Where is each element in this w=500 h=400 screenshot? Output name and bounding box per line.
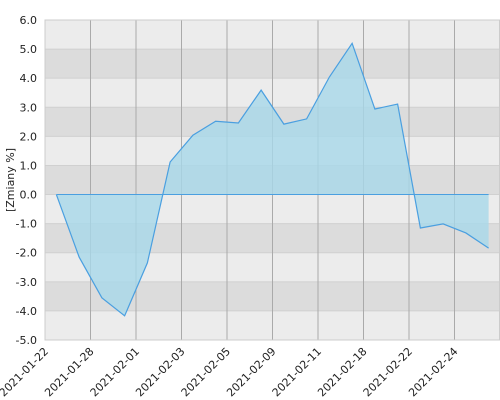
- y-tick-label: -1.0: [16, 218, 37, 231]
- y-tick-label: 6.0: [20, 14, 38, 27]
- y-tick-label: 3.0: [20, 101, 38, 114]
- y-tick-label: -2.0: [16, 247, 37, 260]
- y-tick-label: 2.0: [20, 130, 38, 143]
- y-tick-label: 0.0: [20, 189, 38, 202]
- line: [55, 41, 489, 317]
- x-tick-label: 2021-02-24: [406, 345, 460, 399]
- y-axis-label: [Zmiany %]: [4, 148, 17, 212]
- y-tick-label: 4.0: [20, 72, 38, 85]
- y-tick-label: 5.0: [20, 43, 38, 56]
- area: [56, 43, 489, 316]
- y-tick-label: -3.0: [16, 276, 37, 289]
- y-tick-label: -4.0: [16, 305, 37, 318]
- y-tick-label: 1.0: [20, 159, 38, 172]
- y-tick-label: -5.0: [16, 334, 37, 347]
